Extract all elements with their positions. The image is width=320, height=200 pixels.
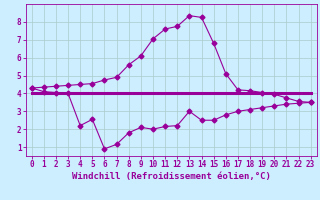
X-axis label: Windchill (Refroidissement éolien,°C): Windchill (Refroidissement éolien,°C) [72,172,271,181]
